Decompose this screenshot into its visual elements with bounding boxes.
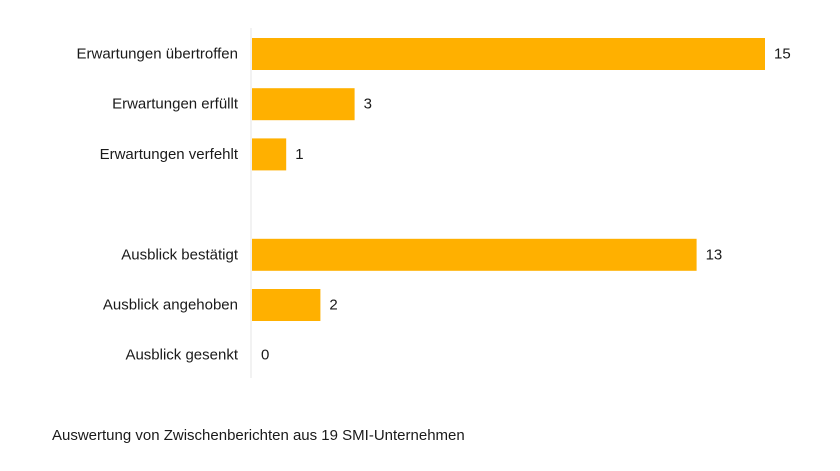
bar <box>252 289 321 321</box>
category-label: Erwartungen erfüllt <box>112 96 239 113</box>
category-label: Ausblick angehoben <box>103 297 238 314</box>
value-label: 3 <box>364 96 372 113</box>
category-label: Erwartungen übertroffen <box>77 46 239 63</box>
category-label: Erwartungen verfehlt <box>100 146 239 163</box>
category-label: Ausblick bestätigt <box>121 246 239 263</box>
value-label: 0 <box>261 347 269 364</box>
category-label: Ausblick gesenkt <box>125 347 238 364</box>
bar <box>252 138 287 171</box>
bar <box>252 38 765 70</box>
bar <box>252 88 355 121</box>
bar-chart: Erwartungen übertroffen 15 Erwartungen erf… <box>77 28 791 378</box>
chart-footnote: Auswertung von Zwischenberichten aus 19 … <box>52 427 465 444</box>
bar <box>252 238 697 271</box>
value-label: 13 <box>706 246 723 263</box>
value-label: 1 <box>295 146 303 163</box>
value-label: 15 <box>774 46 791 63</box>
value-label: 2 <box>329 297 337 314</box>
